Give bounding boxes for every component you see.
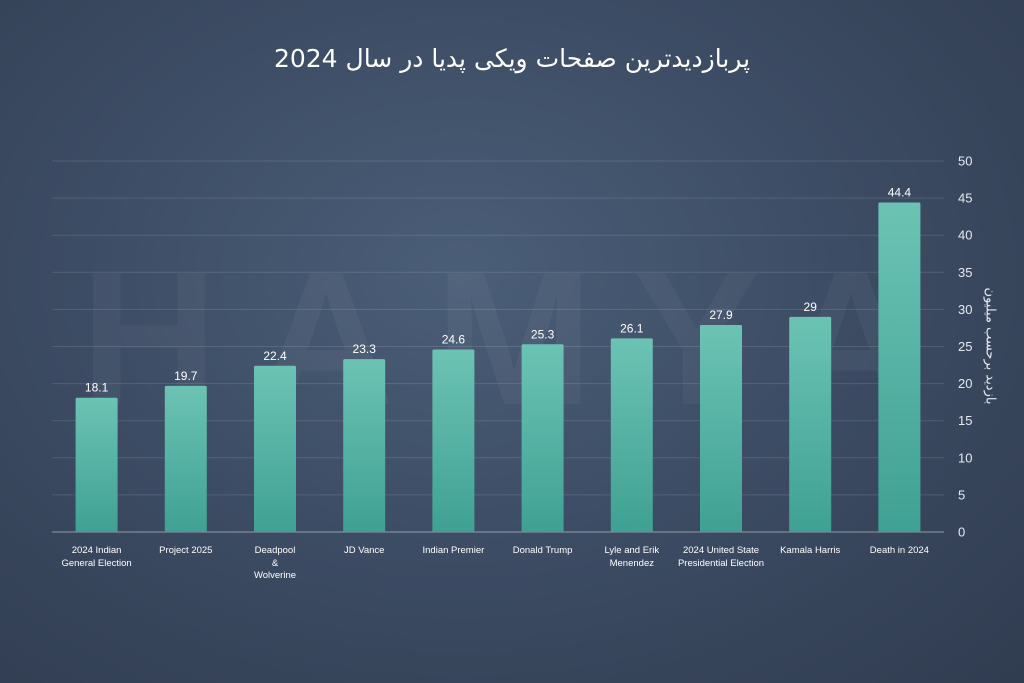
category-label-line: Lyle and Erik [604,545,660,556]
y-tick-label: 20 [958,376,972,391]
bar-value-label: 44.4 [888,186,912,200]
category-label: JD Vance [309,545,419,558]
bar-value-label: 23.3 [353,342,377,356]
category-label: Kamala Harris [755,545,865,558]
category-label-line: Kamala Harris [780,545,841,556]
y-tick-label: 10 [958,450,972,465]
category-label-line: JD Vance [343,545,385,556]
bar-value-label: 29 [804,300,818,314]
category-label: 2024 Indian General Election [42,545,152,570]
bar [164,385,207,532]
bar-value-label: 26.1 [620,321,644,335]
bar [700,324,742,532]
bar [878,202,921,532]
bar [75,397,118,532]
chart-title: پربازدیدترین صفحات ویکی پدیا در سال 2024 [273,44,751,73]
bar-value-label: 18.1 [85,381,109,395]
category-label-line: & [271,557,279,569]
category-label: Donald Trump [488,545,598,558]
category-label-line: Project 2025 [159,545,213,556]
y-tick-label: 50 [958,154,972,169]
bar-value-label: 19.7 [174,369,198,383]
bar [610,338,653,532]
bar-value-label: 27.9 [709,308,733,322]
category-label-line: Menendez [609,557,654,569]
y-tick-label: 35 [958,265,972,280]
category-label: 2024 United State Presidential Election [666,545,776,570]
bars [75,202,921,532]
bar-value-label: 22.4 [263,349,287,363]
category-label: Project 2025 [131,545,241,558]
y-axis-ticks: 0 5 10 15 20 25 30 35 40 45 50 [958,154,972,540]
bar [789,316,832,532]
category-label-line: General Election [61,557,132,569]
y-tick-label: 15 [958,413,972,428]
category-label: Death in 2024 [844,545,954,558]
y-tick-label: 45 [958,191,972,206]
y-tick-label: 5 [958,487,965,502]
bar [254,365,296,532]
bar-value-label: 25.3 [531,327,555,341]
watermark: HAMYA [40,230,1000,448]
category-label-line: Presidential Election [677,557,765,569]
category-label-line: Indian Premier [422,545,485,556]
category-label-line: Wolverine [253,570,297,581]
category-label-line: 2024 United State [682,545,760,556]
y-axis-label: بازدید برحسب میلیون [982,287,998,405]
bar [343,359,386,532]
y-tick-label: 0 [958,525,965,540]
category-label-line: 2024 Indian [71,545,122,556]
y-tick-label: 25 [958,339,972,354]
y-tick-label: 40 [958,228,972,243]
value-labels: 18.1 19.7 22.4 23.3 24.6 25.3 26.1 27.9 29 44.4 [85,186,911,395]
category-label: Lyle and Erik Menendez [577,545,687,570]
category-label-line: Deadpool [254,545,296,556]
category-label-line: Death in 2024 [869,545,929,556]
bar-value-label: 24.6 [442,332,466,346]
category-label: Indian Premier [398,545,508,558]
category-label-line: Donald Trump [512,545,573,556]
bar [521,344,564,532]
y-tick-label: 30 [958,302,972,317]
category-label: Deadpool & Wolverine [220,545,330,583]
bar [432,349,475,532]
